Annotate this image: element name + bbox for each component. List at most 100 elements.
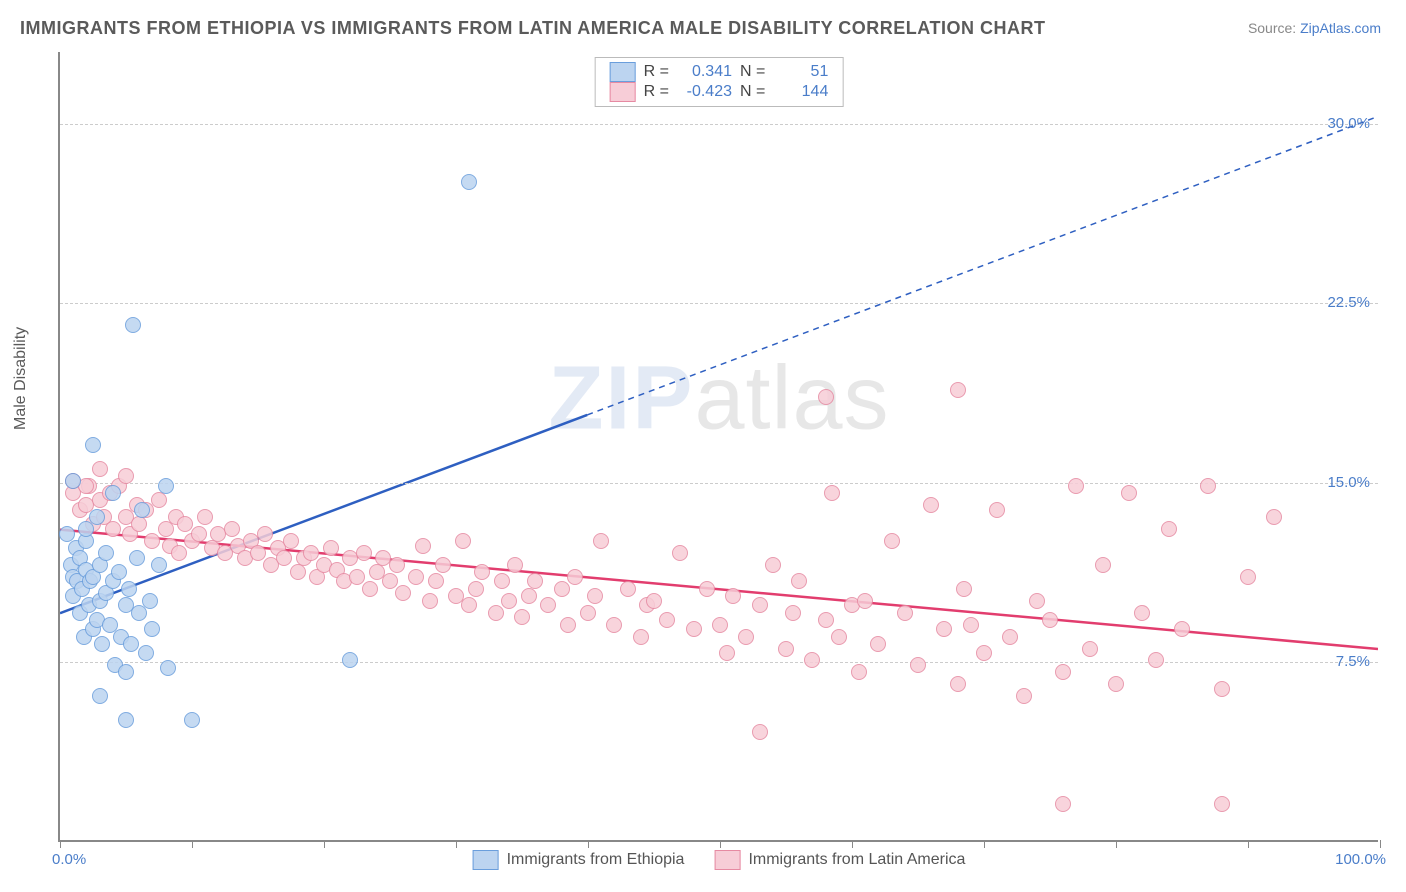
point-series2 (428, 573, 444, 589)
point-series1 (125, 317, 141, 333)
n-label: N = (740, 63, 765, 81)
point-series1 (92, 688, 108, 704)
point-series2 (976, 645, 992, 661)
swatch-series2-b (714, 850, 740, 870)
series2-n-value: 144 (773, 83, 828, 101)
point-series2 (1214, 796, 1230, 812)
point-series2 (897, 605, 913, 621)
point-series1 (105, 485, 121, 501)
point-series2 (765, 557, 781, 573)
point-series2 (851, 664, 867, 680)
ytick-label: 30.0% (1327, 115, 1370, 132)
point-series2 (989, 502, 1005, 518)
point-series2 (276, 550, 292, 566)
point-series2 (818, 389, 834, 405)
point-series1 (65, 473, 81, 489)
xtick (852, 840, 853, 848)
gridline-h (60, 303, 1378, 304)
point-series2 (171, 545, 187, 561)
trend-lines (60, 52, 1378, 840)
watermark-zip: ZIP (548, 348, 694, 448)
xtick (456, 840, 457, 848)
point-series1 (123, 636, 139, 652)
point-series2 (257, 526, 273, 542)
xtick (1380, 840, 1381, 848)
legend-stats-row-2: R = -0.423 N = 144 (610, 82, 829, 102)
point-series2 (474, 564, 490, 580)
point-series2 (699, 581, 715, 597)
point-series2 (1240, 569, 1256, 585)
legend-stats-row-1: R = 0.341 N = 51 (610, 62, 829, 82)
point-series1 (184, 712, 200, 728)
xtick (984, 840, 985, 848)
point-series1 (129, 550, 145, 566)
point-series2 (936, 621, 952, 637)
point-series2 (963, 617, 979, 633)
point-series1 (98, 545, 114, 561)
point-series1 (78, 521, 94, 537)
xtick (1116, 840, 1117, 848)
point-series2 (435, 557, 451, 573)
point-series2 (1200, 478, 1216, 494)
x-axis-max-label: 100.0% (1335, 851, 1386, 868)
point-series2 (560, 617, 576, 633)
point-series2 (494, 573, 510, 589)
source-attribution: Source: ZipAtlas.com (1248, 20, 1381, 36)
point-series2 (686, 621, 702, 637)
r-label-2: R = (644, 83, 669, 101)
point-series2 (1161, 521, 1177, 537)
legend-item-2: Immigrants from Latin America (714, 850, 965, 870)
point-series2 (633, 629, 649, 645)
point-series2 (382, 573, 398, 589)
point-series1 (138, 645, 154, 661)
xtick (720, 840, 721, 848)
point-series2 (290, 564, 306, 580)
point-series2 (659, 612, 675, 628)
watermark-atlas: atlas (694, 348, 889, 448)
point-series2 (323, 540, 339, 556)
point-series1 (160, 660, 176, 676)
source-link[interactable]: ZipAtlas.com (1300, 20, 1381, 36)
point-series2 (1266, 509, 1282, 525)
point-series2 (620, 581, 636, 597)
point-series2 (791, 573, 807, 589)
point-series2 (105, 521, 121, 537)
n-label-2: N = (740, 83, 765, 101)
point-series2 (818, 612, 834, 628)
series2-r-value: -0.423 (677, 83, 732, 101)
point-series2 (1055, 664, 1071, 680)
point-series1 (85, 437, 101, 453)
point-series2 (92, 461, 108, 477)
point-series2 (778, 641, 794, 657)
point-series1 (121, 581, 137, 597)
point-series1 (461, 174, 477, 190)
point-series2 (1108, 676, 1124, 692)
point-series2 (395, 585, 411, 601)
point-series2 (1174, 621, 1190, 637)
point-series2 (1055, 796, 1071, 812)
point-series1 (59, 526, 75, 542)
point-series2 (804, 652, 820, 668)
point-series2 (461, 597, 477, 613)
point-series2 (1121, 485, 1137, 501)
swatch-series2 (610, 82, 636, 102)
point-series1 (118, 664, 134, 680)
point-series2 (131, 516, 147, 532)
point-series2 (224, 521, 240, 537)
legend-stats: R = 0.341 N = 51 R = -0.423 N = 144 (595, 57, 844, 107)
point-series2 (1082, 641, 1098, 657)
point-series2 (1042, 612, 1058, 628)
point-series2 (950, 676, 966, 692)
point-series1 (144, 621, 160, 637)
point-series2 (151, 492, 167, 508)
trendline-series1-dashed (587, 116, 1378, 414)
source-prefix: Source: (1248, 20, 1300, 36)
xtick (192, 840, 193, 848)
point-series2 (580, 605, 596, 621)
point-series2 (752, 724, 768, 740)
point-series2 (725, 588, 741, 604)
y-axis-label: Male Disability (12, 327, 30, 430)
point-series2 (356, 545, 372, 561)
ytick-label: 7.5% (1336, 653, 1370, 670)
point-series2 (831, 629, 847, 645)
